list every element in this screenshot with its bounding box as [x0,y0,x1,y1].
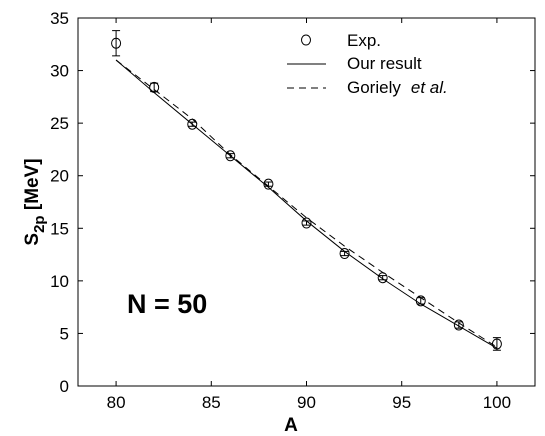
y-tick-label: 10 [50,272,69,291]
x-tick-labels: 80 85 90 95 100 [107,393,511,412]
n-annotation: N = 50 [127,289,207,319]
x-tick-label: 85 [202,393,221,412]
x-tick-label: 80 [107,393,126,412]
x-tick-label: 95 [392,393,411,412]
y-tick-label: 35 [50,9,69,28]
exp-data-point [301,217,312,229]
series-points [111,30,502,351]
y-tick-label: 15 [50,219,69,238]
y-tick-labels: 0 5 10 15 20 25 30 35 [50,9,69,396]
axis-ticks [78,17,535,387]
y-tick-label: 30 [50,62,69,81]
y-axis-label: S2p [MeV] [22,158,48,245]
y-axis-label-subscript: 2p [31,215,48,233]
y-tick-label: 25 [50,114,69,133]
x-axis-label: A [284,415,298,436]
legend: Exp. Our result Goriely et al. [287,31,448,97]
exp-data-point [339,248,350,260]
exp-data-point [111,37,122,49]
y-tick-label: 5 [60,324,69,343]
exp-data-point [377,272,388,284]
exp-data-point [415,295,426,307]
legend-goriely-label: Goriely et al. [347,78,448,97]
goriely-curve [115,59,498,348]
exp-data-point [187,118,198,130]
y-tick-label: 0 [60,377,69,396]
exp-data-point [453,319,464,331]
exp-data-point [225,150,236,162]
legend-exp-label: Exp. [347,31,381,50]
exp-data-point [263,178,274,190]
y-axis-label-unit: [MeV] [22,158,43,215]
y-tick-label: 20 [50,167,69,186]
exp-data-point [491,338,502,350]
legend-ours-label: Our result [347,54,422,73]
legend-exp-marker [301,34,311,46]
x-tick-label: 90 [297,393,316,412]
legend-goriely-etal: et al. [411,78,448,97]
exp-data-point [149,81,160,93]
x-tick-label: 100 [483,393,511,412]
